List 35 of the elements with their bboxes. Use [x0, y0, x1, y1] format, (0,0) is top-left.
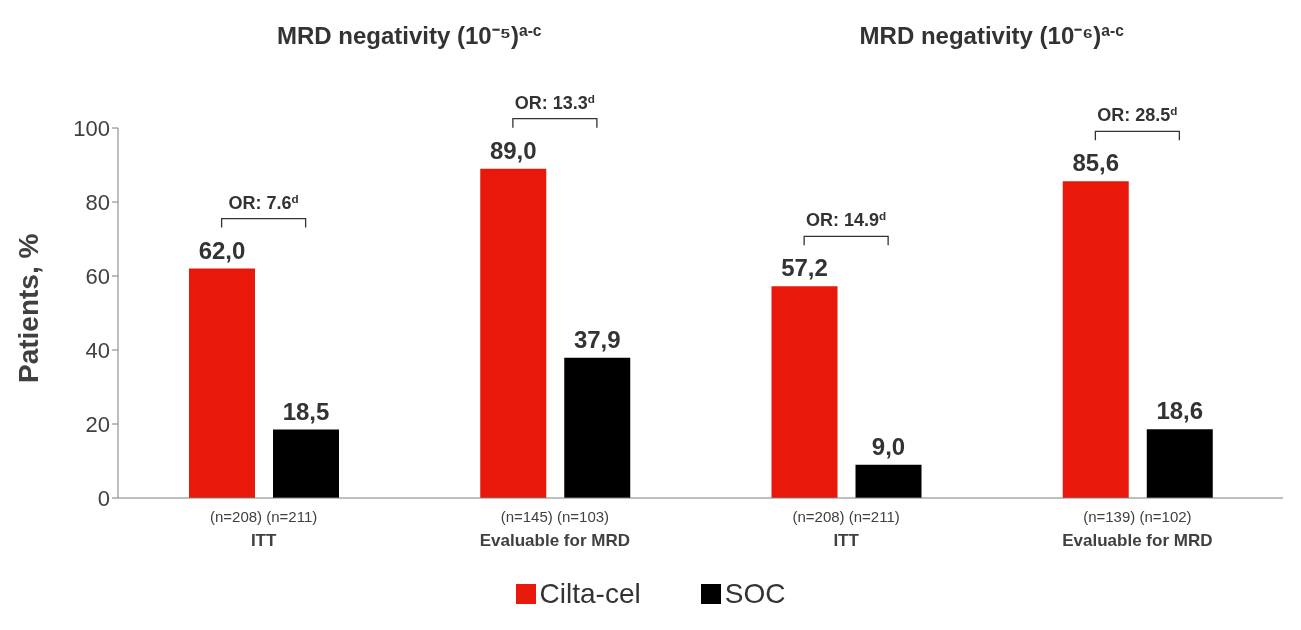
data-label: 37,9: [573, 325, 621, 353]
x-tick-label: (n=208) (n=211) ITT: [792, 508, 900, 550]
y-tick-label: 20: [85, 411, 110, 437]
y-tick-label: 40: [85, 337, 110, 363]
data-label: 9,0: [871, 432, 906, 460]
y-tick-label: 100: [73, 115, 110, 141]
bar: [1062, 181, 1129, 498]
text: OR: 28.5$^{d}$: [1097, 103, 1178, 126]
data-label: 57,2: [781, 254, 828, 282]
annotation: OR: 14.9$^{d}$: [806, 208, 887, 231]
data-label: 85,6: [1072, 149, 1120, 177]
bar: [480, 168, 547, 498]
bar: [771, 286, 838, 498]
x-tick-label: (n=145) (n=103) Evaluable for MRD: [479, 508, 630, 550]
data-label: 18,6: [1156, 397, 1204, 425]
y-tick-label: 60: [85, 263, 110, 289]
data-label: 89,0: [489, 136, 537, 164]
data-label: 18,5: [282, 397, 330, 425]
text: OR: 13.3$^{d}$: [514, 91, 595, 113]
y-axis-title: Patients, %: [12, 233, 44, 383]
annotation: OR: 7.6$^{d}$: [228, 191, 299, 213]
bar: [564, 357, 631, 498]
data-label: 62,0: [198, 236, 246, 264]
bar: [1146, 429, 1213, 498]
x-tick-label: (n=208) (n=211) ITT: [209, 508, 318, 550]
legend-label: SOC: [724, 578, 786, 610]
legend-label: Cilta-cel: [539, 578, 641, 610]
y-tick-label: 80: [85, 189, 110, 215]
y-tick-label: 0: [97, 485, 110, 511]
bar: [189, 268, 255, 498]
text: MRD negativity (10⁻⁵)$^{a-c}$: [276, 21, 542, 49]
x-tick-label: (n=139) (n=102) Evaluable for MRD: [1062, 508, 1213, 550]
bar: [273, 429, 339, 498]
text: MRD negativity (10⁻⁶)$^{a-c}$: [859, 21, 1125, 49]
bar: [855, 464, 922, 498]
